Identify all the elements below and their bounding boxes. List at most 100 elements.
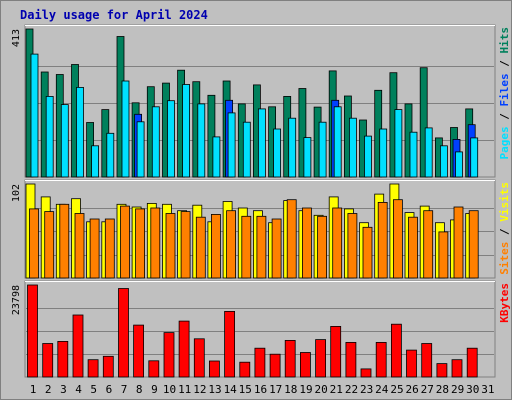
bar-sites-day-20: [317, 215, 328, 279]
bar-kbytes-day-15: [239, 361, 251, 378]
day-label-15: 15: [239, 383, 252, 396]
bar-kbytes-day-4: [72, 314, 84, 378]
bar-pages-day-11: [182, 84, 191, 178]
day-label-23: 23: [360, 383, 373, 396]
chart-title: Daily usage for April 2024: [20, 8, 208, 22]
day-label-28: 28: [436, 383, 449, 396]
bar-kbytes-day-11: [178, 320, 190, 378]
bar-kbytes-day-22: [345, 341, 357, 378]
day-label-12: 12: [193, 383, 206, 396]
bar-kbytes-day-30: [466, 347, 478, 378]
bar-sites-day-9: [150, 207, 161, 279]
legend-part: Pages: [498, 126, 511, 159]
bar-sites-day-21: [332, 207, 343, 279]
bar-pages-day-15: [242, 121, 251, 178]
bar-sites-day-14: [226, 210, 237, 279]
day-label-11: 11: [178, 383, 191, 396]
day-label-31: 31: [481, 383, 494, 396]
day-label-17: 17: [269, 383, 282, 396]
day-label-20: 20: [314, 383, 327, 396]
bar-kbytes-day-7: [118, 288, 129, 378]
bar-pages-day-30: [470, 137, 479, 178]
bar-kbytes-day-29: [451, 359, 463, 378]
bar-kbytes-day-13: [208, 360, 220, 378]
bar-sites-day-7: [120, 205, 130, 279]
bar-kbytes-day-19: [299, 352, 311, 378]
bar-pages-day-14: [227, 112, 236, 178]
bar-kbytes-day-3: [57, 340, 69, 378]
day-label-9: 9: [151, 383, 158, 396]
day-label-4: 4: [75, 383, 82, 396]
bar-sites-day-2: [44, 211, 55, 279]
bar-pages-day-2: [45, 96, 54, 178]
bar-pages-day-28: [439, 145, 448, 178]
bar-sites-day-29: [453, 206, 464, 279]
bar-sites-day-28: [438, 231, 449, 279]
legend-part: /: [498, 107, 511, 127]
bar-pages-day-19: [303, 137, 312, 178]
bar-kbytes-day-14: [224, 310, 236, 378]
bar-pages-day-3: [60, 104, 69, 178]
day-label-3: 3: [60, 383, 67, 396]
bar-hits-day-19: [298, 88, 307, 178]
day-label-27: 27: [421, 383, 434, 396]
bar-kbytes-day-20: [315, 339, 327, 378]
bar-pages-day-29: [455, 151, 463, 178]
bar-pages-day-5: [91, 145, 99, 178]
bar-pages-day-20: [318, 121, 327, 178]
day-label-24: 24: [375, 383, 389, 396]
bar-kbytes-day-10: [163, 332, 175, 378]
bar-pages-day-25: [394, 109, 403, 178]
bar-sites-day-16: [256, 215, 267, 279]
bar-kbytes-day-9: [148, 360, 160, 378]
legend-kbytes: KBytes: [498, 283, 511, 323]
legend-part: Visits: [498, 182, 511, 222]
legend-part: Sites: [498, 242, 511, 275]
bar-kbytes-day-1: [27, 284, 38, 378]
bar-sites-day-26: [408, 216, 418, 279]
legend-part: /: [498, 222, 511, 242]
day-label-30: 30: [466, 383, 479, 396]
bar-kbytes-day-6: [102, 355, 114, 378]
bar-pages-day-16: [257, 108, 266, 178]
day-label-26: 26: [405, 383, 418, 396]
day-label-25: 25: [390, 383, 403, 396]
bar-sites-day-1: [29, 208, 39, 279]
bar-pages-day-10: [167, 100, 175, 178]
day-label-16: 16: [254, 383, 267, 396]
bar-pages-day-23: [364, 135, 372, 178]
bar-kbytes-day-28: [436, 363, 448, 378]
day-label-6: 6: [106, 383, 113, 396]
day-label-8: 8: [136, 383, 143, 396]
bar-kbytes-day-17: [269, 353, 281, 378]
bar-sites-day-27: [423, 210, 434, 279]
bar-hits-day-27: [419, 67, 428, 178]
bar-pages-day-7: [121, 80, 130, 178]
bar-kbytes-day-24: [375, 341, 387, 378]
bar-pages-day-4: [76, 87, 84, 178]
bar-sites-day-5: [89, 218, 100, 279]
bar-pages-day-8: [136, 121, 145, 178]
bar-pages-day-24: [379, 128, 388, 178]
day-label-19: 19: [299, 383, 312, 396]
bar-sites-day-22: [347, 213, 358, 279]
legend-part: /: [498, 54, 511, 74]
bar-sites-day-11: [180, 211, 191, 279]
bar-kbytes-day-12: [193, 338, 205, 378]
day-label-5: 5: [90, 383, 97, 396]
bar-sites-day-10: [165, 213, 176, 279]
bar-sites-day-24: [377, 201, 388, 279]
bar-pages-day-1: [30, 53, 39, 178]
bar-kbytes-day-23: [360, 368, 372, 378]
bar-sites-day-30: [468, 210, 479, 279]
bar-sites-day-13: [210, 213, 221, 279]
bar-pages-day-9: [151, 106, 160, 178]
bar-kbytes-day-21: [330, 325, 342, 378]
bar-pages-day-6: [106, 132, 115, 178]
bar-sites-day-25: [392, 199, 403, 279]
day-label-13: 13: [208, 383, 221, 396]
legend-part: Files: [498, 73, 511, 106]
bar-kbytes-day-18: [284, 339, 296, 378]
